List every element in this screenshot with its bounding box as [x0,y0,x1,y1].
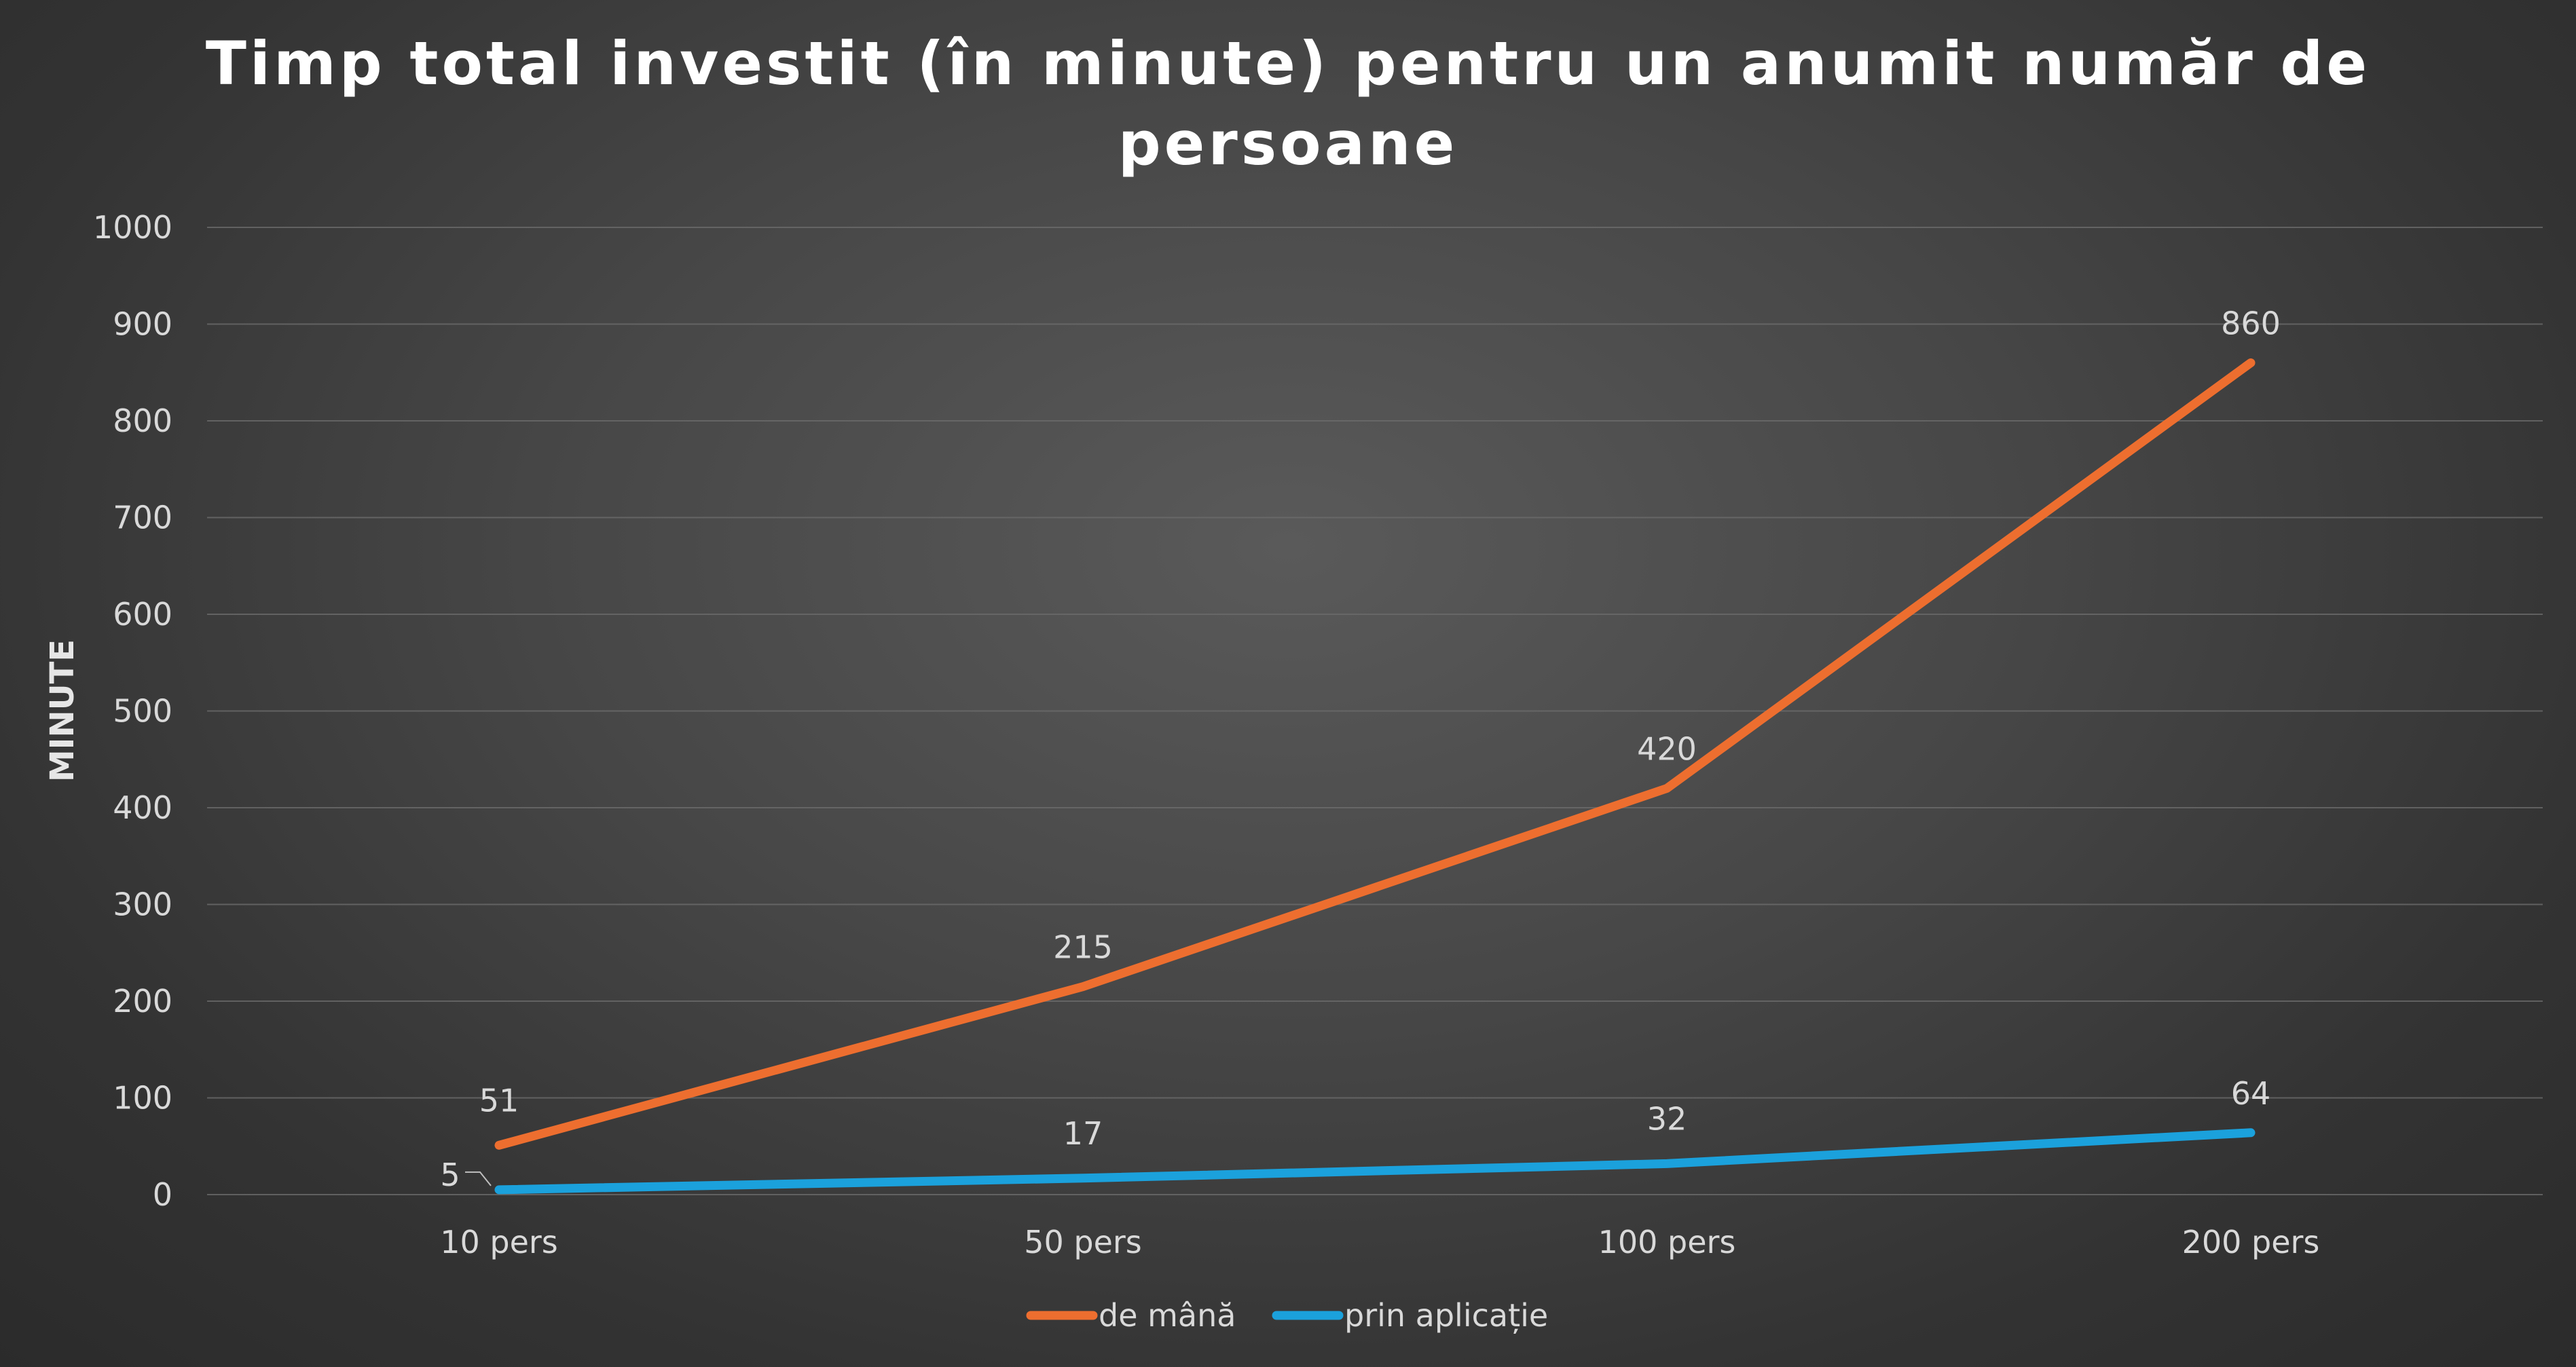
data-point-1-1 [1079,1174,1087,1182]
data-label-0-3: 860 [2221,305,2281,342]
data-labels: 51 215 420 860 5 17 32 64 [440,305,2281,1193]
chart-title-line-2: persoane [1118,109,1458,179]
y-axis-title: MINUTE [43,639,81,782]
data-point-1-0 [495,1185,503,1194]
data-label-leader-1-0 [465,1171,492,1186]
series-lines [494,358,2256,1195]
y-tick-label-800: 800 [113,402,172,439]
y-tick-label-400: 400 [113,789,172,826]
x-tick-label-0: 10 pers [440,1224,558,1260]
x-axis-ticks: 10 pers 50 pers 100 pers 200 pers [440,1224,2319,1260]
y-tick-label-100: 100 [113,1080,172,1117]
y-tick-label-500: 500 [113,693,172,730]
gridlines [207,227,2543,1195]
data-point-0-3 [2247,358,2255,367]
data-label-1-3: 64 [2231,1075,2271,1112]
data-point-1-3 [2247,1128,2255,1137]
data-label-0-0: 51 [479,1082,519,1119]
y-tick-label-0: 0 [153,1176,172,1213]
data-point-0-1 [1079,982,1087,991]
data-point-0-2 [1663,784,1671,793]
chart-title-line-1: Timp total investit (în minute) pentru u… [206,29,2370,98]
y-tick-label-1000: 1000 [93,209,172,246]
data-point-1-2 [1663,1159,1671,1168]
x-tick-label-2: 100 pers [1598,1224,1736,1260]
y-tick-label-900: 900 [113,306,172,343]
data-label-0-1: 215 [1053,929,1113,966]
data-label-1-2: 32 [1647,1100,1687,1137]
legend: de mână prin aplicație [1026,1297,1548,1334]
data-label-1-1: 17 [1063,1115,1103,1152]
legend-label-1: prin aplicație [1344,1297,1548,1334]
x-tick-label-3: 200 pers [2182,1224,2320,1260]
data-label-1-0: 5 [440,1157,460,1193]
y-axis-ticks: 0 100 200 300 400 500 600 700 800 900 1000 [93,209,172,1213]
y-tick-label-700: 700 [113,500,172,536]
series-line-0 [494,358,2256,1150]
data-point-0-0 [495,1141,503,1150]
legend-label-0: de mână [1099,1297,1236,1334]
y-tick-label-300: 300 [113,886,172,923]
x-tick-label-1: 50 pers [1024,1224,1142,1260]
y-tick-label-200: 200 [113,983,172,1019]
series-line-1 [494,1128,2256,1195]
y-tick-label-600: 600 [113,596,172,633]
data-label-0-2: 420 [1637,731,1697,768]
